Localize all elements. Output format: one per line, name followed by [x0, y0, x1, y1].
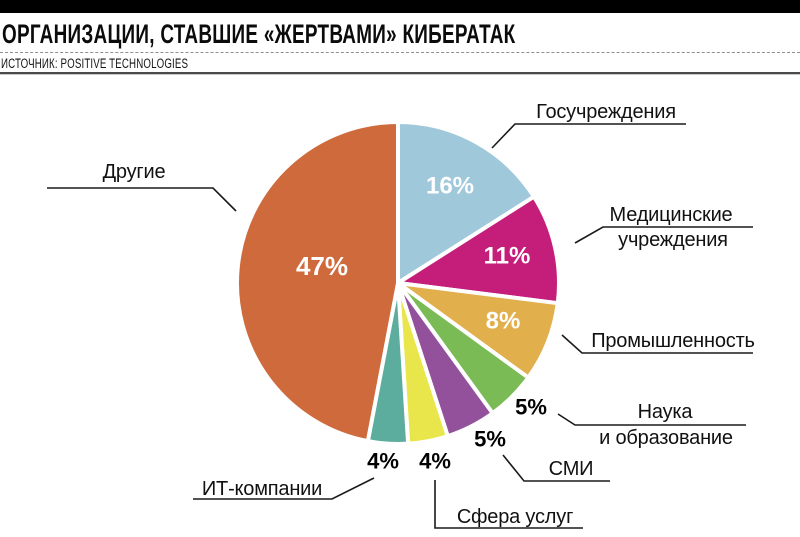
slice-percent: 4% — [367, 449, 399, 474]
slice-percent: 11% — [484, 243, 531, 270]
slice-percent: 4% — [419, 449, 451, 474]
callout-line — [491, 123, 686, 149]
page-title: ОРГАНИЗАЦИИ, СТАВШИЕ «ЖЕРТВАМИ» КИБЕРАТА… — [2, 19, 516, 49]
slice-percent: 5% — [515, 395, 547, 420]
callout-line — [561, 334, 753, 354]
slice-percent: 47% — [296, 251, 348, 281]
callout-line — [47, 187, 237, 212]
slice-label: Промышленность — [591, 330, 755, 352]
top-black-bar — [0, 0, 800, 13]
callout-line — [574, 226, 753, 244]
slice-label: ИТ-компании — [202, 478, 322, 500]
pie-chart: Госучреждения Медицинские учреждения Промыш… — [47, 101, 755, 529]
slice-label: Наука — [638, 401, 694, 423]
slice-label: Медицинские — [610, 204, 733, 226]
callout-line — [502, 454, 610, 482]
slice-label: учреждения — [618, 229, 728, 251]
callout-line — [557, 413, 746, 426]
slice-percent: 5% — [474, 427, 506, 452]
slice-label: СМИ — [549, 458, 594, 480]
slice-label: и образование — [599, 427, 733, 449]
callout-line — [193, 477, 375, 500]
dotted-divider — [0, 52, 800, 53]
pie-slice — [396, 119, 537, 287]
slice-percent: 8% — [486, 308, 521, 335]
source-label: ИСТОЧНИК: POSITIVE TECHNOLOGIES — [1, 56, 189, 71]
slice-percent: 16% — [426, 173, 474, 200]
slice-label: Госучреждения — [536, 101, 676, 123]
pie-slice — [234, 119, 400, 444]
pie-slice — [392, 193, 561, 306]
slice-label: Сфера услуг — [457, 506, 573, 528]
solid-divider — [0, 72, 800, 75]
slice-label: Другие — [103, 161, 166, 183]
callout-line — [434, 480, 583, 529]
